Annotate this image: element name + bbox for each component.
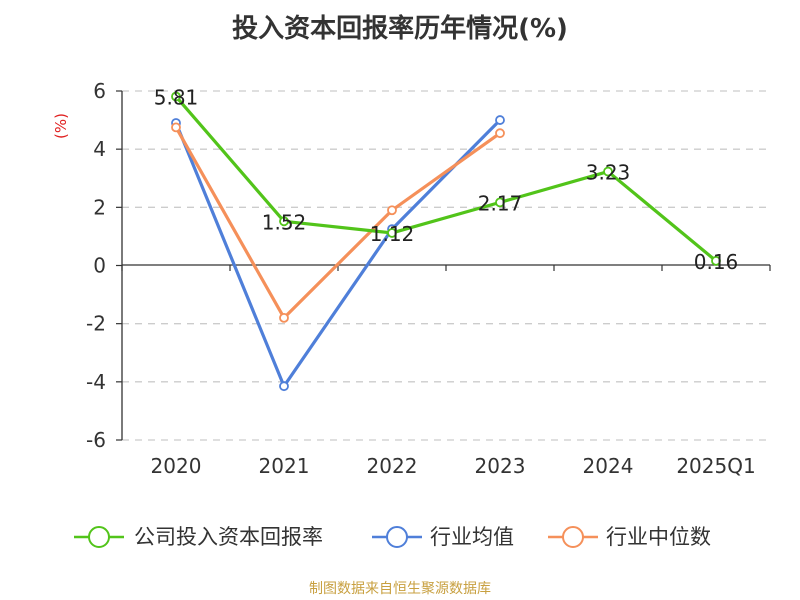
data-point (279, 312, 289, 323)
data-point (495, 197, 505, 208)
y-tick-label: -4 (86, 370, 106, 394)
legend-marker (386, 526, 408, 548)
legend-item: 行业均值 (372, 525, 514, 549)
grid-lines (122, 90, 770, 441)
x-tick-label: 2025Q1 (676, 454, 755, 478)
data-label: 5.81 (154, 86, 199, 110)
y-axis-unit-label: (%) (52, 113, 70, 139)
x-tick-label: 2022 (367, 454, 418, 478)
axes: 6 4 2 0 -2 -4 -6 2020 2021 2022 2023 2024 2025Q1 (86, 79, 771, 478)
data-point (495, 115, 505, 125)
data-point (171, 91, 181, 102)
data-point (387, 228, 397, 238)
y-tick-label: 0 (93, 254, 106, 278)
series-line (174, 126, 501, 320)
data-label: 0.16 (694, 250, 739, 274)
data-point (603, 166, 613, 177)
legend: 公司投入资本回报率 行业均值 行业中位数 (74, 525, 711, 549)
data-point (279, 381, 289, 392)
legend-item: 行业中位数 (548, 525, 711, 549)
x-tick-label: 2024 (583, 454, 634, 478)
data-label: 2.17 (478, 191, 523, 215)
x-tick-label: 2020 (151, 454, 202, 478)
legend-item: 公司投入资本回报率 (74, 525, 323, 549)
y-tick-label: 4 (93, 137, 106, 161)
data-point (495, 128, 505, 139)
series (171, 91, 721, 392)
legend-label: 行业中位数 (606, 525, 711, 549)
y-tick-label: -6 (86, 428, 106, 452)
y-tick-label: -2 (86, 312, 106, 336)
data-label: 3.23 (586, 161, 631, 185)
legend-label: 公司投入资本回报率 (134, 525, 323, 549)
data-point (171, 122, 181, 133)
series-line (174, 95, 718, 263)
chart-title: 投入资本回报率历年情况(%) (232, 14, 568, 44)
data-point (711, 255, 721, 266)
data-label: 1.52 (262, 210, 307, 234)
x-tick-label: 2021 (259, 454, 310, 478)
data-label: 1.12 (370, 222, 415, 246)
data-point (279, 216, 289, 227)
legend-marker (562, 526, 584, 548)
data-point (387, 205, 397, 216)
x-tick-label: 2023 (475, 454, 526, 478)
data-labels: 5.81 1.52 1.12 2.17 3.23 0.16 (154, 86, 739, 274)
source-note: 制图数据来自恒生聚源数据库 (309, 581, 491, 597)
legend-label: 行业均值 (430, 525, 514, 549)
series-line (174, 118, 502, 388)
y-tick-label: 2 (93, 195, 106, 219)
legend-marker (88, 526, 110, 548)
y-tick-label: 6 (93, 79, 106, 103)
